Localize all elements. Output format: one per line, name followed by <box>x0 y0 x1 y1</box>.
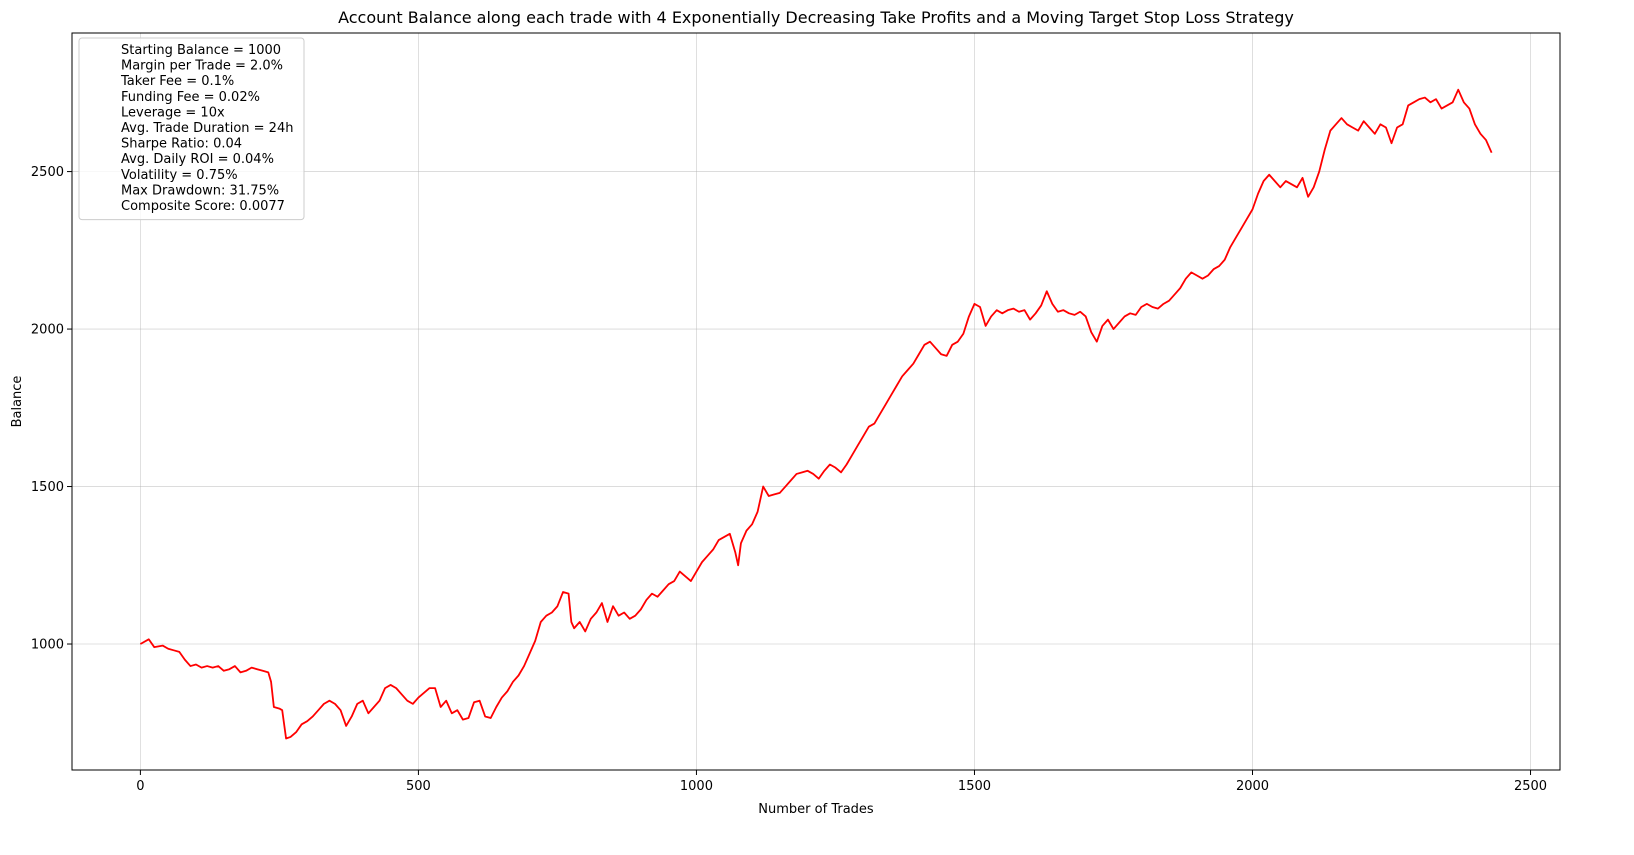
y-tick-label: 1500 <box>31 480 64 495</box>
x-axis-title: Number of Trades <box>758 802 874 817</box>
x-tick-label: 500 <box>406 779 431 794</box>
y-tick-label: 1000 <box>31 638 64 653</box>
x-tick-label: 1500 <box>958 779 991 794</box>
legend-entry: Starting Balance = 1000 <box>121 43 281 58</box>
y-tick-label: 2000 <box>31 323 64 338</box>
x-tick-label: 1000 <box>680 779 713 794</box>
legend-entry: Margin per Trade = 2.0% <box>121 59 283 74</box>
legend-entry: Composite Score: 0.0077 <box>121 199 285 214</box>
legend-entry: Avg. Trade Duration = 24h <box>121 121 293 136</box>
y-axis-title: Balance <box>10 376 25 428</box>
legend-entry: Sharpe Ratio: 0.04 <box>121 137 242 152</box>
legend-entry: Taker Fee = 0.1% <box>120 74 234 89</box>
balance-line <box>139 88 1493 740</box>
legend-entry: Avg. Daily ROI = 0.04% <box>121 152 274 167</box>
chart-title: Account Balance along each trade with 4 … <box>338 8 1294 27</box>
series-layer <box>139 88 1493 740</box>
x-tick-label: 2000 <box>1236 779 1269 794</box>
legend-entry: Volatility = 0.75% <box>121 168 238 183</box>
grid-lines <box>72 33 1560 770</box>
legend-entry: Funding Fee = 0.02% <box>121 90 260 105</box>
y-tick-label: 2500 <box>31 165 64 180</box>
axis-ticks: 0 500 1000 1500 2000 2500 1000 1500 2000 2500 <box>31 165 1547 794</box>
legend-entry: Max Drawdown: 31.75% <box>121 183 279 198</box>
x-tick-label: 0 <box>136 779 144 794</box>
plot-frame <box>71 32 1561 771</box>
legend-entry: Leverage = 10x <box>121 105 225 120</box>
x-tick-label: 2500 <box>1514 779 1547 794</box>
legend-frame <box>78 37 305 221</box>
